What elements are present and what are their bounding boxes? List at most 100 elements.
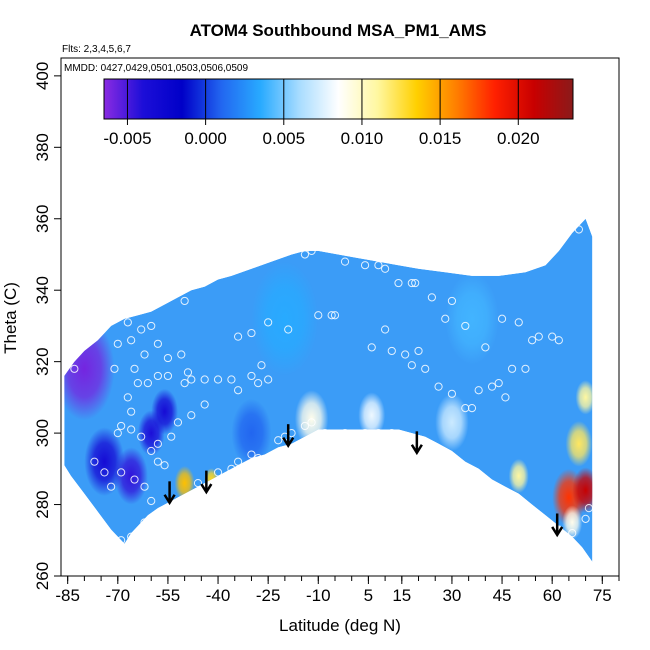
sample-point [300,250,310,259]
sample-point [100,468,109,477]
sample-point [247,450,256,459]
sample-point [300,421,310,431]
sample-point [327,311,336,320]
direction-arrows [163,424,564,538]
sample-point [421,364,430,373]
sample-point [200,375,209,384]
sample-point [467,403,477,413]
sample-point [163,353,173,363]
colorbar: -0.005 0.000 0.005 0.010 0.015 0.020 [103,78,574,148]
sample-point [130,364,139,373]
sample-point [554,336,563,345]
sample-point [487,382,497,391]
x-tick-label: 30 [442,586,461,605]
sample-point [173,418,183,427]
sample-point [414,439,423,448]
sample-point [528,511,537,520]
sample-point [494,378,503,388]
sample-point [137,325,146,334]
y-axis: 260 280 300 320 340 360 380 400 [33,62,61,590]
field-feature [435,393,469,451]
sample-point [113,339,122,348]
sample-point [314,311,323,320]
sample-point [461,471,470,481]
sample-point [394,278,403,288]
sample-point [481,343,490,352]
sample-point [133,378,142,388]
x-tick-label: 5 [364,586,373,605]
sample-point [367,343,376,352]
sample-point [147,496,156,506]
field-feature [445,273,499,365]
sample-point [411,278,420,288]
colorbar-tick-label: 0.015 [419,129,462,148]
x-tick-label: -25 [256,586,281,605]
sample-point [581,514,590,523]
sample-point [501,393,510,402]
sample-point [568,529,577,538]
direction-arrow [200,470,213,495]
x-tick-label: 60 [543,586,562,605]
sample-point [330,311,340,320]
colorbar-tick-label: 0.020 [497,129,540,148]
sample-point [233,386,243,395]
sample-point [123,318,132,327]
x-tick-label: -10 [306,586,331,605]
sample-point [407,278,416,288]
sample-point [487,489,497,498]
sample-point [127,336,136,345]
y-axis-label: Theta (C) [1,282,20,354]
sample-point [254,378,263,388]
sample-point [213,375,223,384]
sample-point [254,454,263,463]
flights-note: Flts: 2,3,4,5,6,7 [62,44,131,55]
field-feature [562,505,583,540]
sample-point [130,475,139,484]
sample-point [193,479,203,488]
sample-point [90,457,99,466]
y-tick-label: 380 [33,133,52,161]
field-feature [492,489,506,513]
x-tick-label: -55 [156,586,181,605]
x-tick-label: 15 [392,586,411,605]
sample-point [320,429,330,438]
sample-point [233,332,243,341]
colorbar-scale [103,78,574,120]
sample-point [497,314,507,323]
sample-point [374,261,383,270]
field-feature [572,467,593,514]
sample-point [147,321,156,331]
field-feature [114,447,148,505]
sample-point [110,364,119,373]
sample-point [507,364,517,373]
sample-point [548,332,557,341]
sample-point [340,429,350,438]
sample-point [183,368,193,377]
field-feature [251,261,319,376]
direction-arrow [551,513,564,538]
sample-point [180,296,189,306]
plot-frame [60,57,620,577]
x-tick-label: 45 [493,586,512,605]
field-feature [151,388,178,435]
colorbar-tick-label: 0.000 [184,129,227,148]
sample-point [528,336,537,345]
y-tick-label: 260 [33,562,52,590]
x-tick-label: -70 [106,586,131,605]
sample-point [137,432,146,441]
sample-point [514,318,523,327]
sample-point [147,446,156,456]
sample-point [213,468,223,477]
sample-point [434,382,443,391]
field-feature [231,398,272,468]
sample-point [541,518,550,527]
sample-point [407,361,416,370]
sample-point [227,464,236,473]
field-feature [174,465,195,501]
sample-point [447,461,457,470]
y-tick-label: 340 [33,276,52,304]
sample-point [461,321,470,331]
sample-point [117,536,126,545]
sample-point [521,364,530,373]
colorbar-tick-label: 0.005 [263,129,306,148]
